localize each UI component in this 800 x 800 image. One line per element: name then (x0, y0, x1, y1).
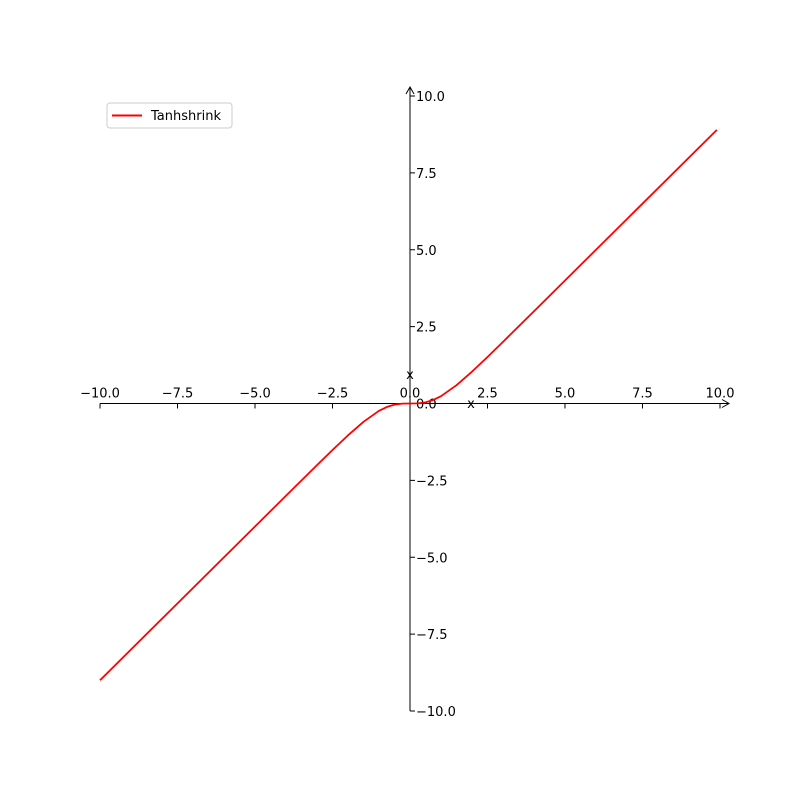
x-tick-label: −5.0 (239, 387, 271, 402)
legend-box (106, 102, 233, 129)
y-tick-label: 7.5 (416, 167, 437, 182)
x-axis-arrow (721, 399, 731, 408)
ticks-layer: −10.0 −7.5 −5.0 −2.5 0.0 2.5 5.0 7.5 10.0−10.0−7… (80, 90, 734, 720)
labels-layer: x x (406, 368, 475, 412)
x-tick-label: 7.5 (632, 387, 653, 402)
y-tick-label: 5.0 (416, 244, 437, 259)
y-tick-label: −2.5 (416, 474, 448, 489)
y-tick-label: 10.0 (416, 90, 445, 105)
x-tick-label: 10.0 (706, 387, 735, 402)
y-tick-label: −10.0 (416, 705, 456, 720)
series-line-tanhshrink (99, 129, 718, 681)
legend-label: Tanhshrink (150, 109, 221, 124)
legend: Tanhshrink (106, 102, 233, 129)
x-tick-label: −10.0 (80, 387, 120, 402)
x-tick-label: −7.5 (162, 387, 194, 402)
x-tick-label: −2.5 (317, 387, 349, 402)
x-axis-label: x (467, 397, 475, 412)
x-tick-label: 5.0 (555, 387, 576, 402)
y-tick-label: −5.0 (416, 551, 448, 566)
series-layer (99, 129, 718, 681)
x-tick-label: 2.5 (477, 387, 498, 402)
y-axis-arrow (405, 85, 415, 95)
y-tick-label: −7.5 (416, 628, 448, 643)
y-tick-label: 2.5 (416, 321, 437, 336)
y-axis-label: x (406, 368, 414, 383)
